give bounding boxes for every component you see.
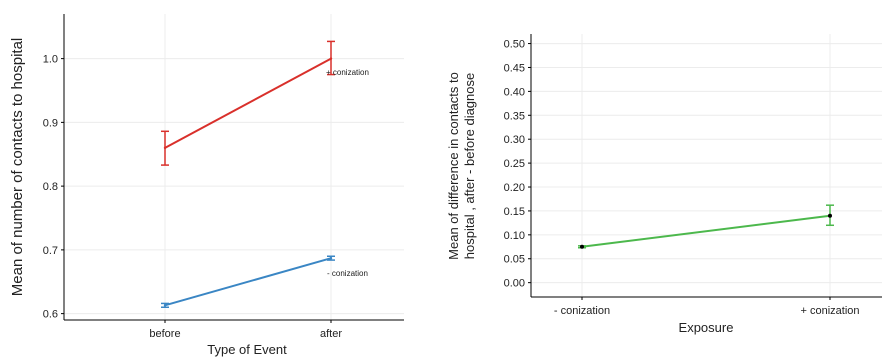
left-y-ticks: 0.6 0.7 0.8 0.9 1.0: [43, 54, 64, 321]
y-tick-label: 0.8: [43, 181, 58, 193]
right-grid: [531, 34, 882, 297]
left-plot-area: [64, 14, 404, 320]
right-y-axis-title-line1: Mean of difference in contacts to: [446, 72, 461, 260]
right-x-ticks: - conization + conization: [554, 297, 860, 317]
y-tick-label: 0.9: [43, 117, 58, 129]
right-plot-area: [531, 34, 882, 297]
y-tick-label: 0.20: [504, 182, 525, 194]
data-point: [329, 256, 333, 260]
y-tick-label: 0.10: [504, 230, 525, 242]
left-x-axis-title: Type of Event: [207, 342, 287, 357]
y-tick-label: 0.40: [504, 86, 525, 98]
y-tick-label: 0.00: [504, 278, 525, 290]
x-tick-label: before: [149, 328, 180, 340]
y-tick-label: 0.6: [43, 309, 58, 321]
data-point: [329, 57, 333, 60]
annotation-minus-conization: - conization: [327, 269, 368, 278]
series-line: [164, 257, 332, 307]
y-tick-label: 0.15: [504, 206, 525, 218]
left-x-ticks: before after: [149, 320, 342, 340]
data-point: [828, 213, 832, 218]
left-series: [161, 40, 335, 308]
y-tick-label: 1.0: [43, 54, 58, 66]
y-tick-label: 0.50: [504, 39, 525, 51]
right-y-axis-title-line2: hospital , after - before diagnose: [462, 73, 477, 259]
series-line: [164, 57, 332, 149]
y-tick-label: 0.05: [504, 254, 525, 266]
right-series: [578, 204, 834, 249]
data-point: [163, 146, 167, 150]
y-tick-label: 0.7: [43, 245, 58, 257]
right-panel: 0.00 0.05 0.10 0.15 0.20 0.25 0.30 0.35 0.40 0.45…: [446, 34, 882, 335]
series-line: [581, 214, 831, 248]
y-tick-label: 0.30: [504, 134, 525, 146]
y-tick-label: 0.45: [504, 62, 525, 74]
data-point: [163, 304, 167, 307]
x-tick-label: + conization: [800, 305, 859, 317]
annotation-plus-conization: + conization: [326, 68, 369, 77]
left-y-axis-title: Mean of number of contacts to hospital: [9, 38, 26, 296]
data-point: [580, 244, 584, 249]
right-x-axis-title: Exposure: [679, 320, 734, 335]
x-tick-label: after: [320, 328, 342, 340]
left-panel: 0.6 0.7 0.8 0.9 1.0 before after Type of Even…: [9, 14, 404, 357]
x-tick-label: - conization: [554, 305, 610, 317]
y-tick-label: 0.35: [504, 110, 525, 122]
left-grid: [64, 14, 404, 320]
right-y-ticks: 0.00 0.05 0.10 0.15 0.20 0.25 0.30 0.35 0.40 0.45…: [504, 39, 531, 290]
y-tick-label: 0.25: [504, 158, 525, 170]
